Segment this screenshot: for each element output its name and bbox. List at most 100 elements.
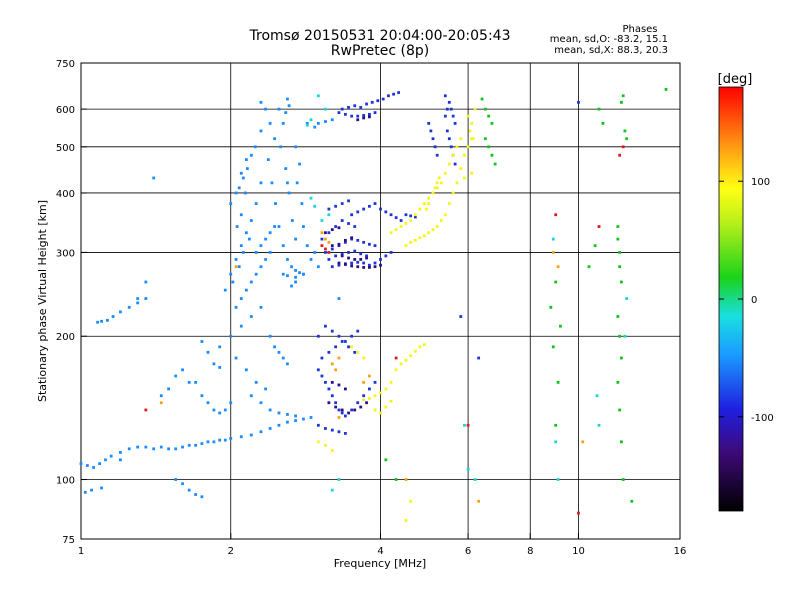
data-point bbox=[290, 284, 293, 288]
data-point bbox=[327, 207, 331, 211]
data-point bbox=[259, 100, 263, 104]
data-point bbox=[466, 114, 470, 118]
data-point bbox=[350, 236, 354, 240]
data-point bbox=[200, 442, 204, 445]
data-point bbox=[365, 256, 368, 260]
data-point bbox=[302, 225, 305, 228]
data-point bbox=[334, 254, 338, 258]
data-point bbox=[556, 380, 560, 384]
data-point bbox=[463, 176, 466, 180]
data-point bbox=[433, 186, 437, 190]
data-point bbox=[343, 238, 347, 242]
data-point bbox=[449, 145, 453, 149]
data-point bbox=[343, 432, 347, 435]
data-point bbox=[218, 438, 222, 442]
data-point bbox=[152, 447, 156, 451]
data-point bbox=[413, 238, 417, 242]
data-point bbox=[389, 399, 393, 403]
data-point bbox=[330, 118, 334, 122]
data-point bbox=[324, 231, 327, 235]
data-point bbox=[259, 265, 263, 269]
data-point bbox=[309, 118, 313, 122]
data-point bbox=[340, 107, 344, 111]
data-point bbox=[324, 107, 327, 111]
x-tick-label: 1 bbox=[78, 546, 84, 557]
data-point bbox=[277, 411, 281, 415]
data-point bbox=[298, 162, 301, 166]
data-point bbox=[266, 158, 270, 162]
x-tick-label: 4 bbox=[377, 546, 383, 557]
data-point bbox=[136, 445, 140, 449]
data-point bbox=[459, 315, 463, 318]
data-point bbox=[427, 121, 431, 125]
data-point bbox=[100, 486, 103, 490]
data-point bbox=[79, 462, 83, 466]
data-point bbox=[144, 297, 148, 300]
y-tick-label: 750 bbox=[56, 59, 75, 70]
data-point bbox=[368, 204, 371, 208]
data-point bbox=[327, 251, 331, 254]
data-point bbox=[551, 251, 555, 254]
data-point bbox=[362, 380, 366, 384]
data-point bbox=[118, 458, 122, 462]
data-point bbox=[556, 265, 560, 269]
data-point bbox=[223, 288, 227, 292]
colorbar-tick-label: 0 bbox=[751, 295, 757, 306]
data-point bbox=[409, 219, 413, 222]
legend-title: Phases bbox=[622, 24, 657, 35]
data-point bbox=[404, 478, 408, 481]
data-point bbox=[597, 423, 601, 427]
data-point bbox=[273, 345, 276, 349]
data-point bbox=[625, 297, 629, 300]
data-point bbox=[144, 408, 148, 412]
data-point bbox=[281, 356, 285, 360]
data-point bbox=[353, 104, 357, 108]
data-point bbox=[337, 261, 341, 265]
data-point bbox=[330, 228, 334, 232]
data-point bbox=[559, 324, 562, 328]
data-point bbox=[429, 129, 433, 133]
data-point bbox=[435, 225, 439, 228]
data-point bbox=[381, 97, 385, 101]
colorbar: [deg] -100 0 100 bbox=[718, 72, 774, 512]
data-point bbox=[234, 305, 238, 309]
data-point bbox=[243, 191, 247, 195]
data-point bbox=[422, 234, 426, 238]
data-point bbox=[620, 440, 623, 444]
data-point bbox=[466, 468, 470, 471]
data-point bbox=[356, 401, 360, 405]
data-point bbox=[229, 202, 233, 205]
data-point bbox=[90, 488, 93, 492]
data-point bbox=[394, 478, 398, 481]
data-point bbox=[387, 94, 390, 98]
data-point bbox=[343, 263, 347, 266]
data-point bbox=[455, 145, 459, 149]
data-point bbox=[347, 222, 350, 225]
data-point bbox=[362, 266, 366, 269]
data-point bbox=[451, 191, 455, 195]
data-point bbox=[373, 261, 377, 265]
data-point bbox=[490, 153, 494, 157]
data-point bbox=[418, 236, 422, 240]
data-point bbox=[100, 319, 103, 323]
data-point bbox=[96, 320, 100, 324]
data-point bbox=[487, 145, 491, 149]
data-point bbox=[85, 464, 89, 467]
data-point bbox=[229, 437, 233, 440]
data-point bbox=[620, 356, 623, 360]
data-point bbox=[174, 374, 178, 378]
data-point bbox=[337, 430, 341, 434]
data-point bbox=[330, 449, 334, 453]
data-point bbox=[337, 111, 341, 115]
data-point bbox=[373, 111, 377, 115]
data-point bbox=[98, 462, 102, 466]
y-tick-label: 500 bbox=[56, 143, 75, 154]
data-point bbox=[174, 447, 178, 451]
data-point bbox=[447, 137, 451, 141]
data-point bbox=[343, 112, 347, 116]
data-point bbox=[554, 440, 558, 444]
data-point bbox=[234, 356, 238, 360]
data-point bbox=[316, 368, 320, 372]
data-point bbox=[353, 350, 357, 354]
data-point bbox=[313, 204, 317, 208]
